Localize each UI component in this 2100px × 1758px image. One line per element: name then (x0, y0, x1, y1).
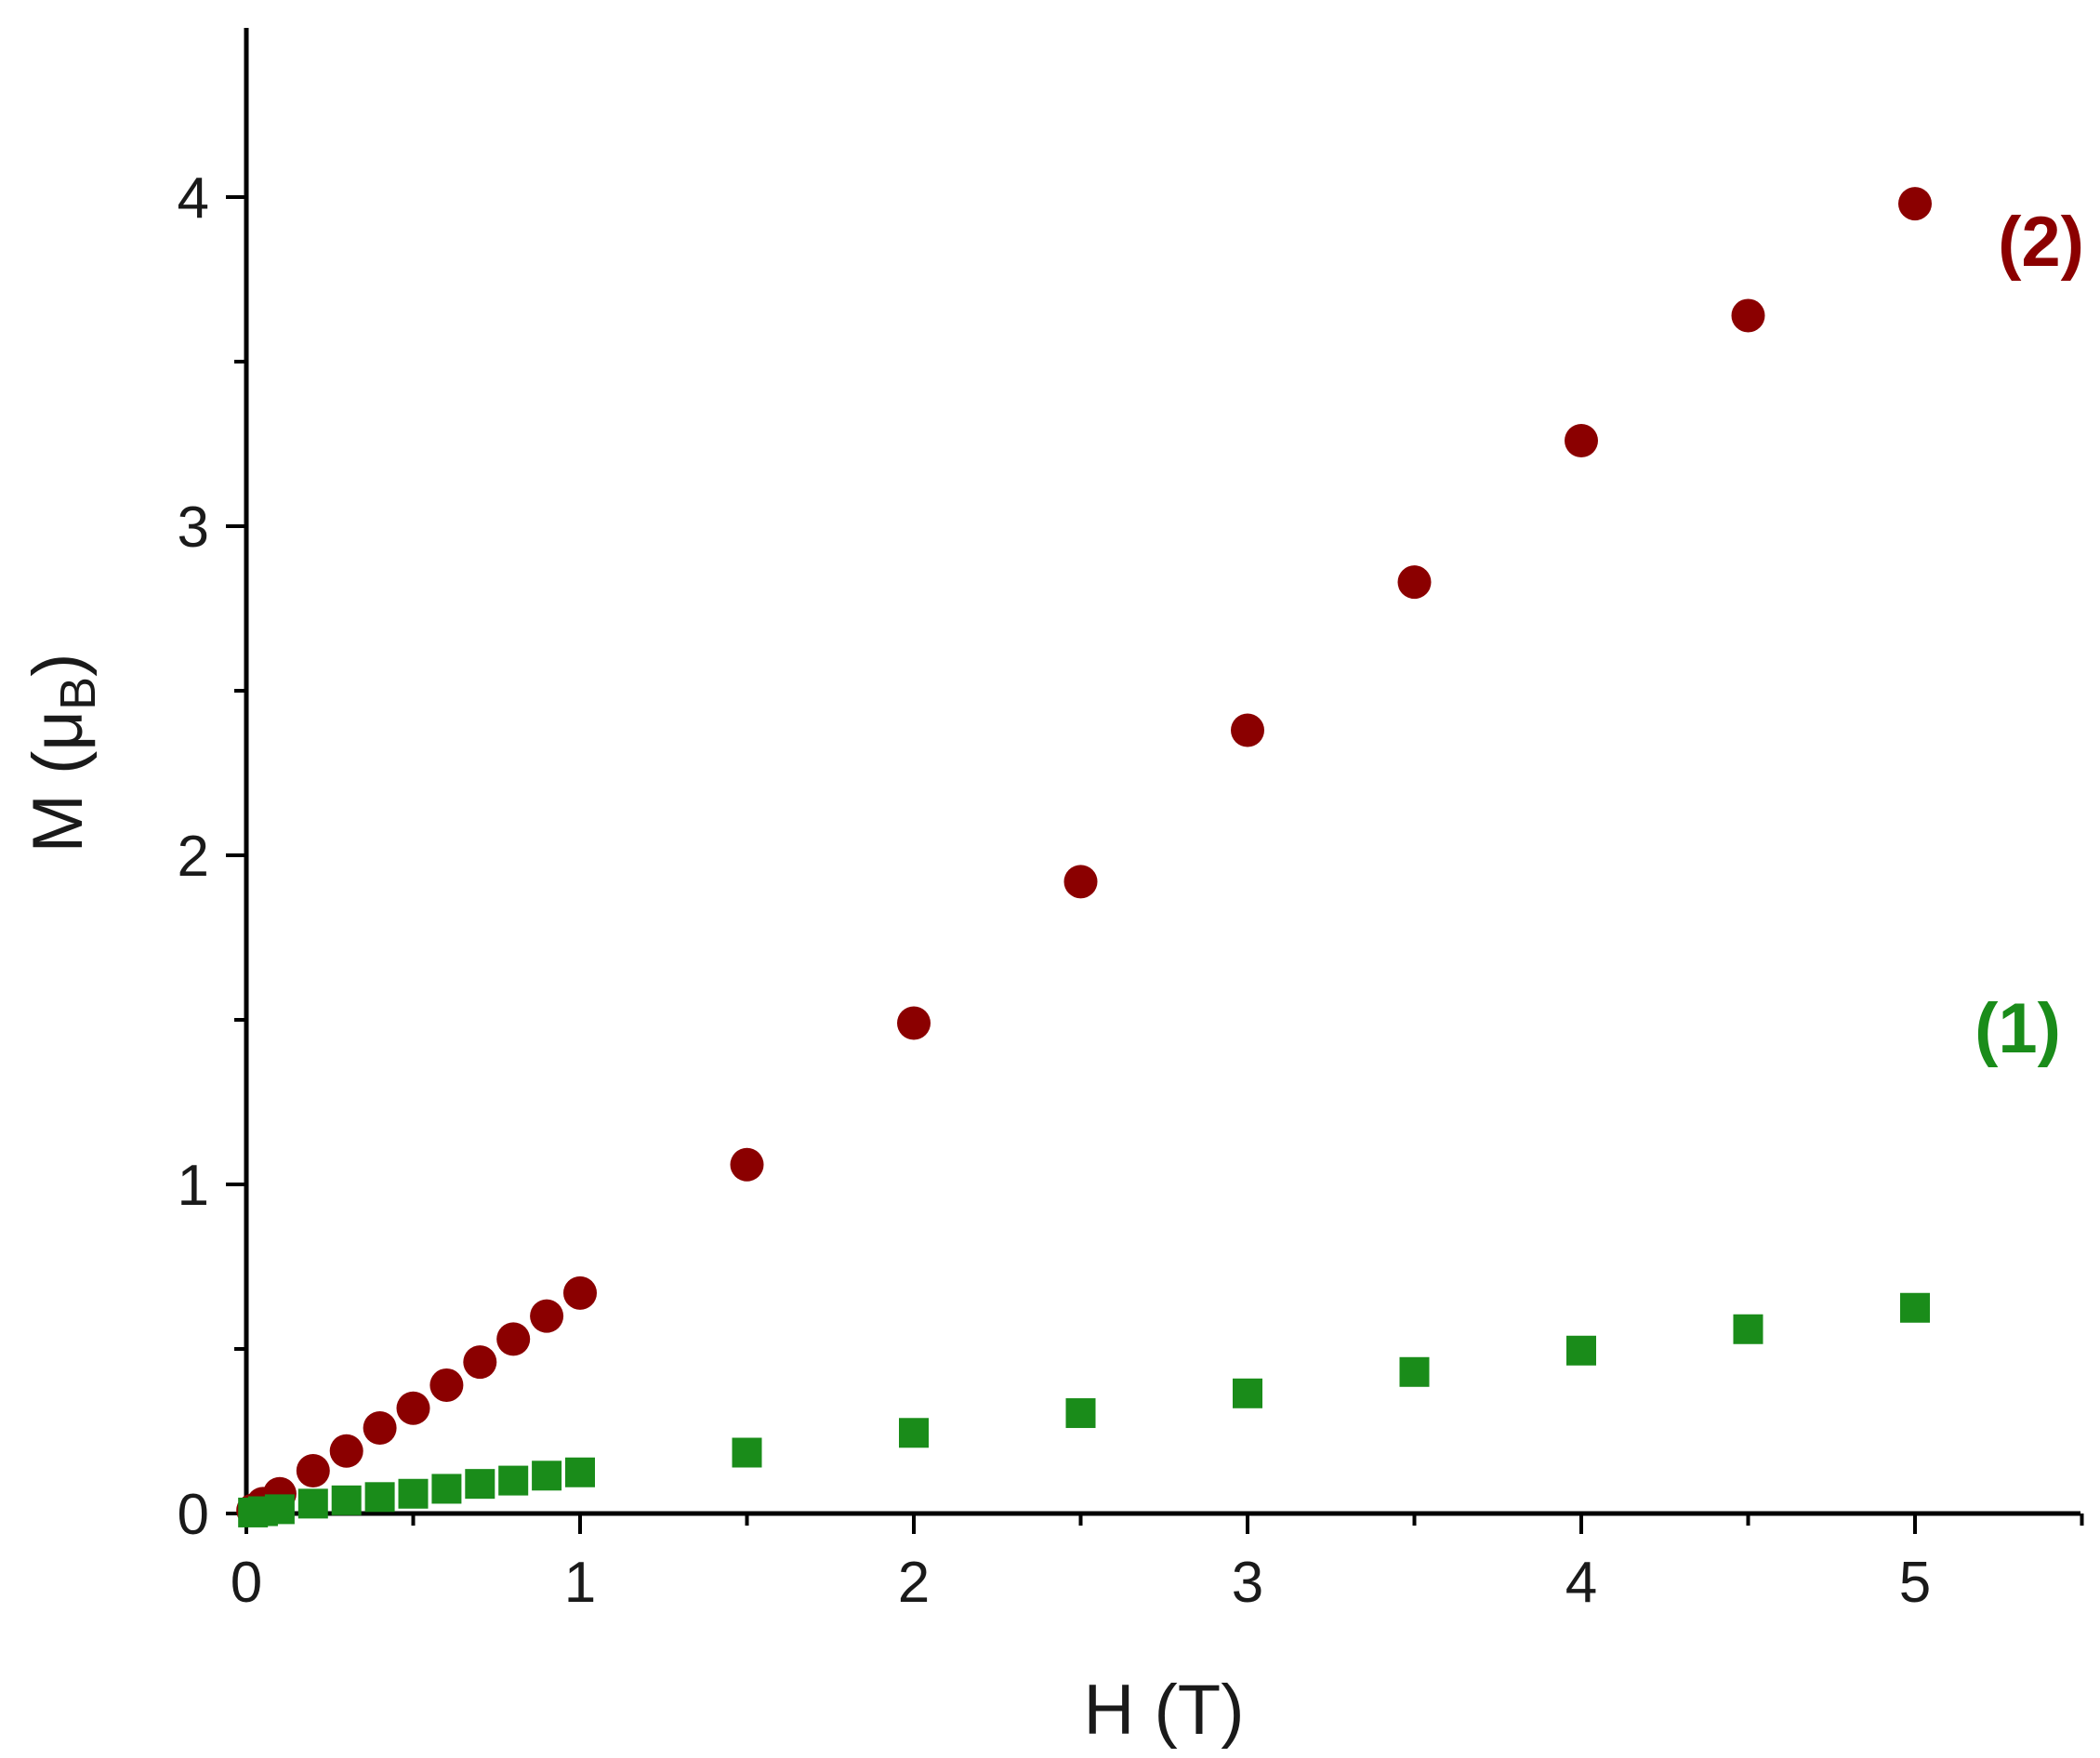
series-1-point (364, 1482, 395, 1513)
series-1-label: (1) (1975, 989, 2061, 1068)
series-2-point (1063, 865, 1098, 899)
series-2-point (396, 1391, 430, 1425)
y-axis-title-subscript: B (50, 677, 106, 710)
series-2-point (363, 1410, 397, 1445)
series-1-point (732, 1437, 762, 1468)
series-1-point (1566, 1335, 1596, 1366)
x-tick-label: 4 (1565, 1551, 1597, 1615)
x-tick-label: 5 (1899, 1551, 1931, 1615)
series-2-point (1898, 187, 1932, 221)
tick-labels: 0 1 2 3 4 5 0 1 2 3 4 (178, 166, 1932, 1615)
y-axis-title-mu: μ (19, 710, 98, 751)
y-axis-title-close: ) (19, 654, 98, 677)
series-1-point (1233, 1378, 1262, 1408)
series-2-point (1565, 423, 1598, 457)
y-tick-label: 1 (178, 1154, 209, 1218)
x-tick-label: 2 (898, 1551, 930, 1615)
y-tick-label: 3 (178, 496, 209, 560)
series-2-point (329, 1434, 363, 1468)
ticks (226, 195, 2084, 1534)
series-2-point (730, 1147, 764, 1182)
series-2-point (463, 1345, 497, 1380)
series-2-point (496, 1322, 531, 1356)
series-1-point (398, 1478, 429, 1509)
series-1-point (264, 1494, 295, 1525)
x-axis-title: H (T) (1083, 1671, 1244, 1750)
series-2-point (563, 1276, 597, 1310)
series-2-point (1397, 565, 1432, 600)
series-1-point (1733, 1314, 1763, 1344)
series-2-label: (2) (1998, 203, 2084, 282)
x-tick-label: 1 (564, 1551, 596, 1615)
series-2-point (296, 1453, 330, 1487)
series-2-point (897, 1006, 931, 1040)
series-2-point (429, 1368, 464, 1402)
series-1-point (1399, 1356, 1430, 1387)
y-tick-label: 0 (178, 1483, 209, 1547)
series-1-point (1900, 1292, 1930, 1323)
y-axis-title-main: M ( (19, 751, 98, 853)
x-tick-label: 3 (1232, 1551, 1263, 1615)
series-1-point (565, 1457, 595, 1487)
series-1-point (465, 1469, 495, 1500)
series-1-point (1065, 1398, 1096, 1429)
y-axis-title: M (μB) (19, 654, 106, 853)
series-1-point (331, 1485, 362, 1515)
data-points (236, 187, 1932, 1527)
y-tick-label: 2 (178, 825, 209, 889)
series-1-point (498, 1465, 529, 1496)
series-1-point (532, 1461, 562, 1491)
series-2-point (530, 1299, 564, 1333)
series-1-point (297, 1488, 328, 1519)
series-1-point (431, 1474, 462, 1504)
series-1-point (899, 1418, 929, 1448)
y-tick-label: 4 (178, 166, 209, 231)
series-2-point (1231, 713, 1264, 747)
series-2-point (1731, 298, 1765, 333)
axes (244, 28, 2080, 1516)
x-tick-label: 0 (231, 1551, 262, 1615)
